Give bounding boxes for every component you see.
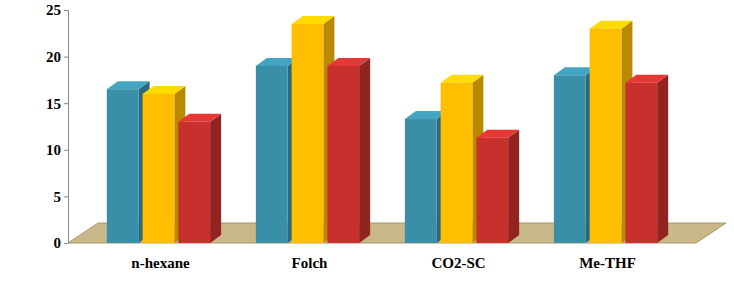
y-axis-line (64, 11, 69, 244)
bar (476, 138, 508, 243)
bar (256, 66, 288, 243)
bar-top (143, 86, 186, 94)
bar (327, 66, 359, 243)
bar-side (508, 130, 519, 243)
y-tick-label: 5 (54, 189, 62, 205)
chart: 0 5 10 15 20 25 n-hexane Folch CO2-SC Me-THF (0, 0, 734, 284)
bar-top (590, 21, 633, 29)
bar-top (292, 16, 335, 24)
bar-top (441, 75, 484, 83)
bar-3d (178, 114, 221, 243)
x-tick-label: CO2-SC (431, 255, 485, 271)
y-tick-label: 20 (46, 49, 61, 65)
y-tick-label: 15 (46, 96, 61, 112)
y-tick-mark (64, 150, 68, 151)
x-tick-label: Me-THF (579, 255, 636, 271)
x-tick: n-hexane (131, 251, 190, 271)
bar (178, 122, 210, 243)
bar-top (327, 58, 370, 66)
bar (143, 94, 175, 243)
bar-top (107, 81, 150, 89)
x-tick: CO2-SC (431, 251, 485, 271)
bar-3d (476, 130, 519, 243)
bar-side (657, 75, 668, 243)
y-tick-mark (64, 196, 68, 197)
bar (590, 29, 622, 243)
bar-side (359, 58, 370, 243)
x-tick: Me-THF (579, 251, 636, 271)
bar-side (210, 114, 221, 243)
y-tick-mark (64, 10, 68, 11)
bar-top (178, 114, 221, 122)
y-tick: 20 (46, 49, 68, 65)
y-axis: 0 5 10 15 20 25 (46, 2, 69, 251)
bar-top (476, 130, 519, 138)
x-axis: n-hexane Folch CO2-SC Me-THF (81, 251, 689, 271)
bar-3d (327, 58, 370, 243)
bars (107, 16, 668, 243)
y-tick: 5 (54, 189, 69, 205)
y-tick-label: 25 (46, 2, 61, 18)
x-axis-line (81, 251, 689, 252)
bar (441, 83, 473, 243)
bar-top (625, 75, 668, 83)
bar (107, 89, 139, 243)
y-tick: 25 (46, 2, 68, 18)
bar-3d (625, 75, 668, 243)
x-tick: Folch (292, 251, 328, 271)
y-tick: 0 (54, 235, 69, 251)
bar (292, 24, 324, 243)
y-tick: 15 (46, 96, 68, 112)
bar (625, 83, 657, 243)
bar (554, 75, 586, 243)
x-tick-label: Folch (292, 255, 328, 271)
y-tick-mark (64, 243, 68, 244)
bar (405, 119, 437, 243)
y-tick-mark (64, 57, 68, 58)
y-tick: 10 (46, 142, 68, 158)
y-tick-label: 10 (46, 142, 61, 158)
y-tick-mark (64, 103, 68, 104)
x-tick-label: n-hexane (131, 255, 190, 271)
y-tick-label: 0 (54, 235, 62, 251)
